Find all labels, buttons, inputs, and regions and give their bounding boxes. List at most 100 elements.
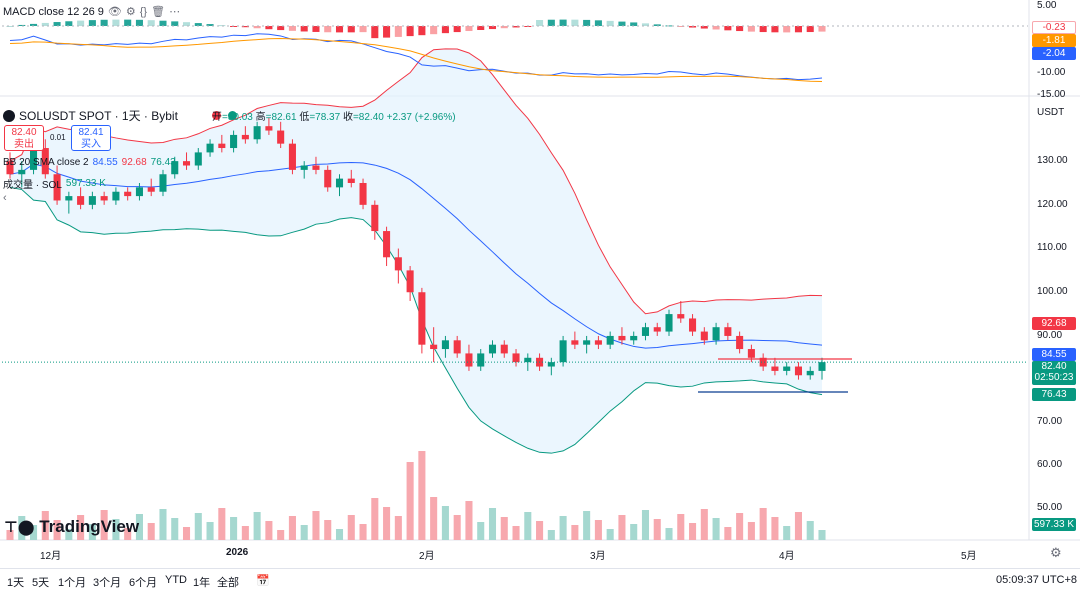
volume-bar xyxy=(453,515,461,540)
range-ytd[interactable]: YTD xyxy=(165,574,187,586)
volume-bar xyxy=(335,529,344,540)
range-6m[interactable]: 6个月 xyxy=(129,577,158,589)
clock-timezone[interactable]: 05:09:37 UTC+8 xyxy=(996,574,1078,586)
candle-body xyxy=(394,257,402,271)
sell-button[interactable]: 82.40 卖出 xyxy=(4,125,44,151)
market-status-icon xyxy=(211,111,221,120)
macd-histogram-bar xyxy=(147,20,155,26)
bb-upper-line xyxy=(9,48,823,315)
symbol-title[interactable]: SOLUSDT SPOT · 1天 · Bybit xyxy=(19,109,178,123)
macd-histogram-bar xyxy=(583,19,591,26)
candle-body xyxy=(700,331,708,341)
time-label: 3月 xyxy=(590,551,606,562)
macd-histogram-bar xyxy=(594,20,602,26)
macd-histogram-bar xyxy=(277,26,285,31)
bb-legend: BB 20 SMA close 2 84.55 92.68 76.43 xyxy=(3,157,176,168)
candle-body xyxy=(359,182,367,205)
candle-body xyxy=(312,165,320,170)
macd-histogram-bar xyxy=(512,26,520,28)
source-code-icon[interactable]: {} xyxy=(139,5,148,18)
macd-axis-label: -10.00 xyxy=(1037,67,1066,78)
candle-body xyxy=(606,335,614,345)
volume-bar xyxy=(112,519,120,540)
macd-line-tag: -2.04 xyxy=(1032,47,1076,60)
candle-body xyxy=(689,318,697,332)
volume-bar xyxy=(253,512,261,540)
volume-bar xyxy=(665,528,673,540)
time-label: 2026 xyxy=(226,547,249,558)
range-5d[interactable]: 5天 xyxy=(32,577,50,589)
macd-histogram-bar xyxy=(665,25,673,27)
candle-body xyxy=(500,344,508,354)
macd-histogram-bar xyxy=(159,20,167,26)
volume-bar xyxy=(135,514,143,540)
range-3m[interactable]: 3个月 xyxy=(93,577,122,589)
currency-selector[interactable]: USDT xyxy=(1037,107,1065,118)
macd-histogram-bar xyxy=(324,26,332,33)
range-1d[interactable]: 1天 xyxy=(7,577,25,589)
collapse-legend-icon[interactable]: ‹ xyxy=(3,192,7,204)
settings-icon[interactable]: ⚙ xyxy=(125,6,136,18)
date-range-calendar-icon[interactable]: 📅 xyxy=(256,575,270,587)
macd-histogram-bar xyxy=(677,26,685,27)
price-tick: 60.00 xyxy=(1037,459,1063,470)
buy-button[interactable]: 82.41 买入 xyxy=(71,125,111,151)
bb-lower-line xyxy=(9,186,823,454)
macd-histogram-tag: -0.23 xyxy=(1032,21,1076,34)
volume-tag: 597.33 K xyxy=(1032,518,1076,531)
candle-body xyxy=(135,187,143,197)
volume-bar xyxy=(41,511,49,540)
volume-title[interactable]: 成交量 · SOL xyxy=(3,180,62,191)
volume-bar xyxy=(724,527,732,540)
macd-histogram-bar xyxy=(383,26,391,38)
candle-body xyxy=(794,366,802,376)
delete-icon[interactable]: 🗑 xyxy=(151,6,166,18)
eye-icon[interactable]: 👁 xyxy=(107,6,122,18)
volume-bar xyxy=(524,512,532,540)
range-all[interactable]: 全部 xyxy=(217,577,239,589)
volume-bar xyxy=(124,528,132,540)
macd-histogram-bar xyxy=(689,26,697,28)
volume-bar xyxy=(371,498,379,540)
macd-histogram-bar xyxy=(288,26,296,31)
ohlc-readout: 开=80.03 高=82.61 低=78.37 收=82.40 +2.37 (+… xyxy=(212,112,456,123)
volume-bar xyxy=(606,529,614,540)
macd-title: MACD close 12 26 9 xyxy=(3,5,104,18)
volume-bar xyxy=(700,509,708,540)
price-tick: 120.00 xyxy=(1037,199,1068,210)
macd-axis-label: -15.00 xyxy=(1037,89,1066,100)
volume-bar xyxy=(265,521,273,540)
more-icon[interactable]: ⋯ xyxy=(169,6,181,18)
macd-histogram-bar xyxy=(88,20,96,26)
chart-settings-icon[interactable]: ⚙ xyxy=(1050,545,1062,560)
volume-bar xyxy=(206,522,214,540)
macd-signal-line xyxy=(9,38,823,83)
macd-histogram-bar xyxy=(53,22,61,26)
candle-body xyxy=(583,340,591,345)
macd-histogram-bar xyxy=(347,26,355,33)
tradingview-logo-icon: ⊤⬤ xyxy=(4,519,35,536)
candle-body xyxy=(430,344,438,350)
candle-body xyxy=(594,340,602,345)
volume-bar xyxy=(324,520,332,540)
volume-bar xyxy=(677,514,685,540)
macd-histogram-bar xyxy=(394,26,402,37)
volume-bar xyxy=(536,521,544,540)
candle-body xyxy=(218,143,226,149)
macd-histogram-bar xyxy=(465,26,473,32)
range-1y[interactable]: 1年 xyxy=(193,577,211,589)
volume-bar xyxy=(359,524,367,540)
macd-histogram-bar xyxy=(759,26,767,33)
volume-bar xyxy=(312,511,320,540)
macd-histogram-bar xyxy=(112,19,120,26)
range-1m[interactable]: 1个月 xyxy=(58,577,87,589)
candle-body xyxy=(124,191,132,197)
candle-body xyxy=(18,169,26,175)
bb-title[interactable]: BB 20 SMA close 2 xyxy=(3,157,89,168)
volume-bar xyxy=(759,508,767,540)
candle-body xyxy=(41,148,49,175)
candle-body xyxy=(677,314,685,319)
volume-bar xyxy=(18,516,26,540)
